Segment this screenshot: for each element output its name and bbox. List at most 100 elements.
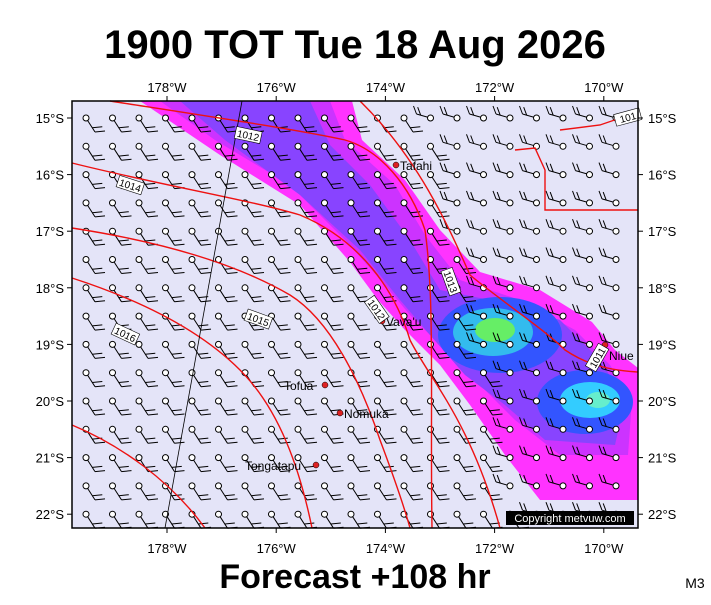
- barb-flag: [147, 385, 159, 388]
- barb-flag: [465, 272, 477, 274]
- barb-flag: [439, 470, 450, 473]
- barb-flag: [496, 107, 501, 116]
- barb-flag: [147, 328, 159, 331]
- barb-station: [506, 312, 514, 320]
- barb-flag: [174, 385, 185, 388]
- barb-flag: [171, 352, 182, 355]
- barb-flag: [357, 267, 368, 270]
- barb-flag: [602, 418, 607, 427]
- barb-station: [347, 227, 355, 235]
- barb-station: [453, 397, 461, 405]
- barb-flag: [304, 409, 315, 412]
- barb-station: [294, 199, 302, 207]
- barb-flag: [330, 126, 341, 129]
- barb-flag: [410, 381, 421, 383]
- barb-flag: [383, 465, 394, 468]
- barb-station: [241, 227, 249, 235]
- barb-flag: [602, 390, 607, 399]
- barb-station: [82, 199, 90, 207]
- barb-flag: [519, 219, 523, 228]
- barb-flag: [174, 470, 185, 473]
- barb-flag: [492, 413, 503, 416]
- barb-flag: [92, 296, 103, 299]
- barb-flag: [198, 494, 209, 497]
- barb-flag: [439, 158, 450, 161]
- barb-flag: [359, 130, 371, 133]
- barb-station: [400, 454, 408, 462]
- barb-flag: [496, 418, 501, 427]
- barb-flag: [602, 135, 607, 144]
- barb-flag: [92, 154, 103, 157]
- barb-flag: [492, 275, 497, 284]
- barb-station: [347, 114, 355, 122]
- barb-flag: [576, 248, 581, 257]
- barb-flag: [357, 211, 368, 214]
- barb-flag: [94, 413, 106, 416]
- barb-flag: [492, 105, 497, 115]
- barb-flag: [492, 473, 497, 483]
- barb-station: [533, 256, 540, 263]
- barb-flag: [304, 522, 315, 525]
- barb-flag: [280, 470, 291, 473]
- barb-station: [612, 397, 620, 405]
- barb-flag: [147, 187, 159, 190]
- barb-station: [135, 340, 143, 348]
- lat-tick-label: 18°S: [36, 281, 65, 296]
- barb-flag: [306, 470, 318, 473]
- barb-station: [559, 142, 567, 150]
- lat-tick-label: 21°S: [648, 451, 677, 466]
- map-area: Tafahi Vava'u Niue Tofua Nomuka Tongatap…: [71, 100, 643, 529]
- barb-station: [135, 256, 143, 263]
- barb-flag: [519, 445, 523, 454]
- barb-station: [294, 142, 302, 150]
- model-label: M3: [685, 575, 705, 591]
- barb-flag: [383, 182, 394, 185]
- barb-flag: [251, 182, 262, 185]
- barb-flag: [470, 135, 475, 144]
- barb-flag: [357, 409, 368, 412]
- barb-flag: [519, 134, 523, 143]
- barb-station: [347, 340, 355, 348]
- barb-station: [533, 227, 540, 235]
- barb-flag: [519, 105, 523, 115]
- barb-flag: [436, 437, 447, 440]
- barb-flag: [436, 352, 447, 355]
- barb-flag: [118, 239, 129, 242]
- place-label: Vava'u: [386, 315, 421, 329]
- lat-tick-label: 19°S: [648, 337, 677, 352]
- barb-flag: [598, 303, 603, 313]
- barb-flag: [412, 243, 424, 246]
- map-frame: [71, 100, 639, 529]
- barb-flag: [572, 473, 576, 483]
- barb-station: [321, 199, 328, 207]
- barb-flag: [330, 267, 341, 270]
- barb-flag: [410, 182, 421, 185]
- barb-flag: [171, 465, 182, 468]
- barb-flag: [277, 494, 288, 497]
- barb-station: [162, 199, 169, 207]
- barb-flag: [227, 328, 238, 331]
- barb-flag: [572, 219, 576, 228]
- barb-station: [374, 482, 381, 490]
- barb-station: [162, 340, 169, 348]
- barb-flag: [519, 388, 523, 398]
- barb-flag: [598, 473, 603, 483]
- barb-flag: [333, 130, 344, 133]
- isobar: [71, 227, 411, 529]
- barb-flag: [492, 445, 497, 454]
- isobar-label-text: 1012: [236, 129, 260, 144]
- barb-flag: [386, 441, 397, 444]
- barb-flag: [549, 248, 554, 257]
- barb-flag: [549, 220, 554, 229]
- barb-station: [294, 114, 302, 122]
- barb-station: [188, 454, 196, 462]
- barb-station: [559, 482, 567, 490]
- barb-flag: [598, 105, 603, 115]
- barb-station: [321, 171, 328, 179]
- barb-station: [215, 142, 222, 150]
- barb-flag: [602, 474, 607, 484]
- barb-station: [347, 199, 355, 207]
- barb-flag: [439, 441, 450, 444]
- barb-flag: [496, 474, 501, 484]
- barb-flag: [94, 130, 106, 133]
